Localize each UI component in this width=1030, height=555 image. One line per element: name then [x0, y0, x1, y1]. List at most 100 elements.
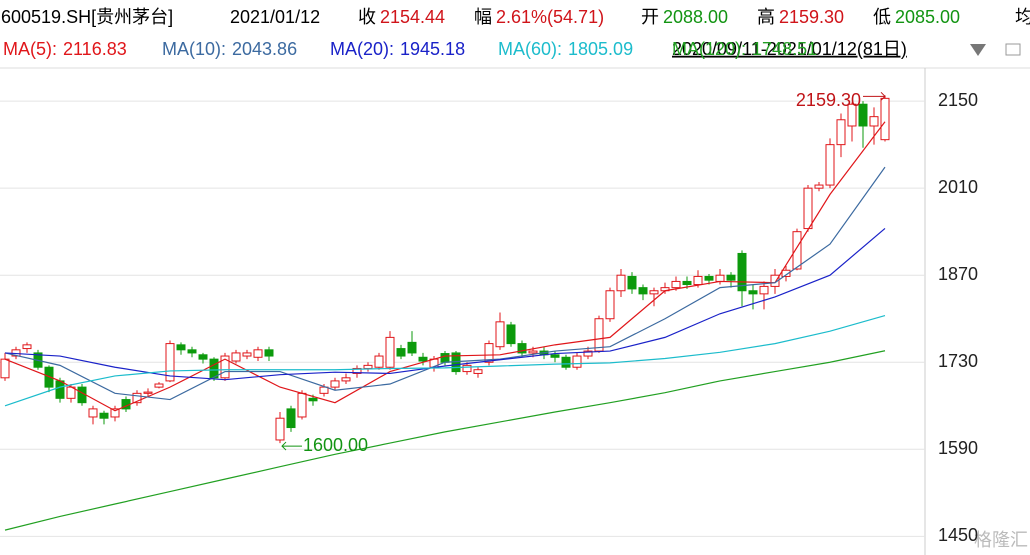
y-tick-label: 2150 [938, 90, 978, 110]
candle-body [209, 358, 219, 379]
candle-body [407, 341, 417, 354]
candle-body [803, 187, 813, 230]
candle-body [682, 280, 692, 286]
candle-body [352, 367, 362, 374]
candle-body [363, 364, 373, 369]
candle-body [572, 355, 582, 368]
annotation-label: 2159.30 [796, 90, 861, 110]
candle-body [187, 349, 197, 354]
field-label: 高 [757, 7, 775, 27]
candle-body [671, 280, 681, 289]
candle-body [264, 349, 274, 357]
candle-body [396, 348, 406, 357]
candle-body [847, 103, 857, 127]
candle-body [242, 352, 252, 357]
candle-body [440, 353, 450, 363]
candle-body [836, 119, 846, 146]
watermark: 格隆汇 [974, 530, 1028, 550]
candle-body [308, 397, 318, 402]
y-tick-label: 1870 [938, 264, 978, 284]
candle-body [792, 231, 802, 270]
candle-body [528, 350, 538, 354]
dropdown-icon[interactable] [970, 44, 986, 56]
candle-body [517, 343, 527, 354]
candle-body [231, 352, 241, 362]
legend-name: MA(10): [162, 39, 226, 59]
candle-body [275, 417, 285, 441]
candle-body [22, 344, 32, 350]
candle-body [715, 274, 725, 282]
legend-value: 2116.83 [63, 39, 127, 59]
candle-body [583, 350, 593, 357]
candle-body [605, 290, 615, 320]
y-tick-label: 1450 [938, 525, 978, 545]
legend-value: 2043.86 [232, 39, 297, 59]
candle-body [770, 274, 780, 287]
ma-line [4, 166, 886, 401]
field-value: 2088.00 [663, 7, 728, 27]
candle-body [880, 97, 890, 141]
candle-body [220, 355, 230, 379]
date-range: 2020/09/11-2021/01/12(81日) [672, 39, 907, 59]
annotation-arrow [281, 441, 302, 451]
legend-value: 1945.18 [400, 39, 465, 59]
candle-body [165, 343, 175, 382]
candle-body [484, 343, 494, 363]
candle-body [132, 392, 142, 404]
field-value: 2085.00 [895, 7, 960, 27]
candle-body [550, 354, 560, 358]
stock-code: 600519.SH[贵州茅台] [1, 7, 173, 27]
legend-name: MA(5): [3, 39, 57, 59]
candle-body [506, 324, 516, 345]
candle-body [759, 285, 769, 295]
field-label: 幅 [474, 7, 492, 27]
candle-body [253, 349, 263, 358]
candle-body [176, 344, 186, 351]
candle-body [418, 356, 428, 362]
legend-value: 1748.51 [752, 39, 817, 59]
candle-body [693, 275, 703, 286]
candle-body [473, 369, 483, 374]
candle-body [748, 290, 758, 295]
candle-body [561, 356, 571, 368]
candle-body [341, 377, 351, 382]
y-tick-label: 1590 [938, 438, 978, 458]
candle-body [495, 321, 505, 348]
y-tick-label: 1730 [938, 351, 978, 371]
legend-name: MA(60): [498, 39, 562, 59]
legend-name: MA(20): [330, 39, 394, 59]
ma-line [4, 350, 886, 531]
candle-body [374, 355, 384, 368]
candle-body [0, 358, 10, 379]
annotation-arrow [863, 91, 886, 101]
candle-body [286, 408, 296, 429]
candle-body [297, 392, 307, 418]
field-label: 均 [1015, 7, 1030, 27]
date: 2021/01/12 [230, 7, 320, 27]
candle-body [198, 354, 208, 360]
candle-body [88, 408, 98, 418]
candle-body [869, 116, 879, 127]
legend-value: 1805.09 [568, 39, 633, 59]
ma-line [4, 121, 886, 412]
candle-body [627, 275, 637, 290]
candle-body [737, 252, 747, 292]
candle-body [330, 380, 340, 388]
candle-body [385, 336, 395, 368]
candle-body [649, 290, 659, 295]
annotation-label: 1600.00 [303, 435, 368, 455]
candle-body [594, 318, 604, 352]
field-label: 开 [641, 7, 659, 27]
field-label: 低 [873, 7, 891, 27]
candle-body [462, 364, 472, 373]
candle-body [726, 274, 736, 281]
candle-body [99, 412, 109, 419]
lock-icon[interactable] [1005, 43, 1021, 56]
ma-line [4, 314, 886, 407]
candle-body [638, 287, 648, 295]
candle-body [55, 380, 65, 399]
candle-body [704, 275, 714, 281]
field-value: 2159.30 [779, 7, 844, 27]
candle-body [781, 269, 791, 277]
